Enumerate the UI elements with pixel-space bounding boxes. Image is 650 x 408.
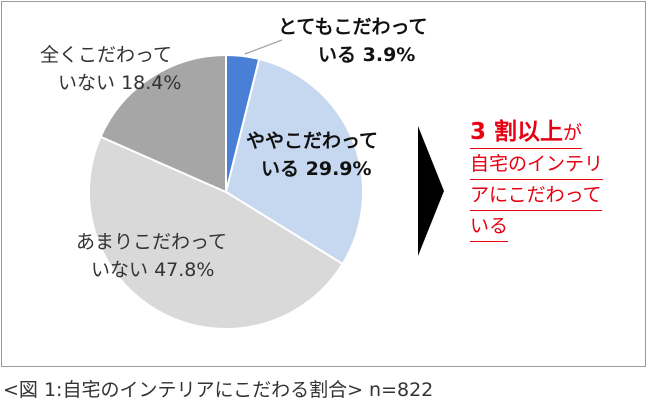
slice-label-very-line1: とてもこだわって (278, 16, 428, 38)
slice-value-somewhat: 29.9% (305, 158, 372, 180)
callout-line1: 3 割以上が (470, 117, 583, 149)
slice-label-not-much-line2: いない 47.8% (91, 259, 215, 281)
pie-chart (87, 39, 365, 330)
slice-label-very: とてもこだわって いる 3.9% (278, 13, 428, 69)
slice-label-somewhat-line1: ややこだわって (246, 130, 379, 152)
slice-value-not-much: 47.8% (154, 259, 215, 281)
slice-not-much (87, 135, 344, 330)
slice-value-not-at-all: 18.4% (121, 72, 182, 94)
callout: 3 割以上が 自宅のインテリ アにこだわって いる (470, 117, 604, 242)
slice-label-not-at-all-line1: 全くこだわって (40, 44, 173, 66)
callout-line3: アにこだわって (470, 180, 602, 211)
callout-line2: 自宅のインテリ (470, 149, 604, 180)
slice-label-somewhat-line2: いる 29.9% (261, 158, 372, 180)
slice-label-not-much-line1: あまりこだわって (76, 231, 228, 253)
leader-line (244, 39, 283, 55)
figure-caption: <図 1:自宅のインテリアにこだわる割合> n=822 (3, 379, 434, 401)
callout-particle: が (563, 122, 583, 144)
slice-label-not-much: あまりこだわって いない 47.8% (76, 228, 227, 284)
slice-label-somewhat: ややこだわって いる 29.9% (246, 127, 378, 183)
slice-label-not-at-all-line2: いない 18.4% (58, 72, 182, 94)
callout-line4: いる (470, 211, 509, 242)
arrow-right-icon (418, 126, 444, 256)
slice-not-at-all (99, 53, 227, 194)
slice-label-very-line2: いる 3.9% (318, 44, 416, 66)
slice-label-not-at-all: 全くこだわって いない 18.4% (40, 41, 181, 97)
callout-highlight: 3 割以上 (470, 119, 564, 145)
slice-value-very: 3.9% (362, 44, 416, 66)
